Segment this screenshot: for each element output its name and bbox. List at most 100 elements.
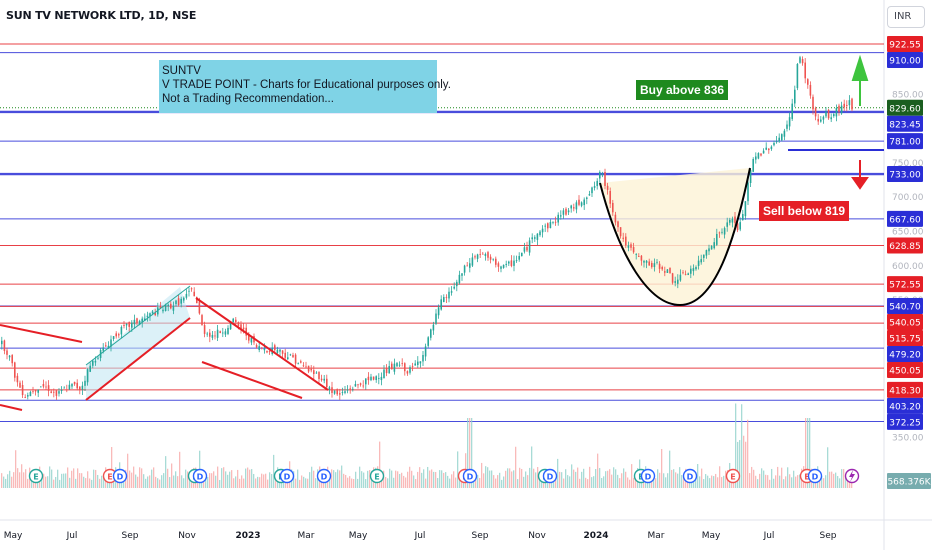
candle-body: [37, 389, 39, 393]
sell-annotation: Sell below 819: [759, 201, 850, 221]
volume-bar: [345, 474, 347, 488]
event-marker[interactable]: D: [279, 468, 295, 484]
candle-body: [133, 319, 136, 325]
candle-body: [827, 109, 830, 119]
price-level-badge: [887, 313, 923, 330]
event-marker[interactable]: D: [462, 468, 478, 484]
volume-bar: [73, 468, 75, 488]
volume-bar: [391, 470, 393, 488]
volume-bar: [677, 473, 679, 488]
volume-bar: [825, 475, 827, 488]
volume-bar: [135, 474, 137, 488]
currency-selector[interactable]: INR: [887, 6, 925, 28]
candle-body: [799, 57, 801, 63]
volume-bar: [217, 466, 219, 488]
candle-body: [778, 137, 780, 142]
volume-bar: [47, 476, 49, 488]
price-axis[interactable]: 350.00400.00450.00500.00550.00600.00650.…: [887, 36, 932, 489]
event-marker[interactable]: D: [112, 468, 128, 484]
volume-bar: [287, 478, 289, 488]
volume-bar: [381, 479, 383, 488]
event-marker[interactable]: D: [807, 468, 823, 484]
volume-bar: [155, 476, 157, 488]
candle-body: [674, 281, 676, 283]
event-marker[interactable]: D: [542, 468, 558, 484]
cup-curve: [599, 167, 751, 307]
time-axis[interactable]: May Jul Sep Nov 2023 Mar May Jul Sep Nov 2024 Mar Ma…: [4, 531, 837, 541]
event-marker[interactable]: D: [192, 468, 208, 484]
event-marker-ring: [112, 468, 128, 484]
volume-bar: [175, 471, 177, 488]
candle-body: [84, 380, 86, 386]
volume-bar: [223, 467, 225, 488]
volume-bar: [585, 477, 587, 488]
candle-body: [47, 385, 50, 391]
volume-bar: [605, 471, 607, 488]
volume-bar: [11, 476, 13, 488]
volume-bar: [405, 477, 407, 488]
candle-body: [679, 274, 682, 281]
volume-bar: [577, 467, 579, 488]
price-tick-label: 600.00: [892, 262, 924, 272]
candle-body: [229, 322, 232, 330]
volume-bar: [501, 479, 503, 488]
volume-bar: [805, 418, 807, 488]
candle-body: [677, 279, 679, 284]
volume-bar: [59, 479, 61, 488]
candle-body: [86, 369, 89, 383]
volume-bar: [707, 475, 709, 488]
event-markers[interactable]: EEDEDEDDEEDEDEDDEED: [28, 468, 860, 484]
volume-bar: [235, 476, 237, 488]
volume-bar: [711, 475, 713, 488]
candle-body: [588, 194, 591, 196]
candle-body: [814, 108, 817, 117]
candle-body: [547, 223, 549, 229]
event-marker[interactable]: E: [369, 468, 385, 484]
price-level-badge-label: 372.25: [889, 418, 921, 428]
candle-body: [656, 261, 658, 263]
candle-body: [471, 257, 474, 266]
candle-body: [742, 214, 744, 220]
event-marker[interactable]: E: [28, 468, 44, 484]
candle-body: [757, 153, 760, 159]
event-marker[interactable]: D: [682, 468, 698, 484]
event-marker[interactable]: D: [640, 468, 656, 484]
candle-body: [500, 266, 502, 269]
candle-body: [146, 315, 149, 317]
downtrend-line: [0, 324, 83, 343]
volume-bar: [697, 464, 699, 488]
candle-body: [755, 156, 757, 160]
time-tick-label: 2023: [235, 531, 260, 541]
disclaimer-note: SUNTV V TRADE POINT - Charts for Educati…: [159, 60, 451, 113]
candle-body: [248, 334, 250, 341]
candle-body: [749, 170, 752, 183]
volume-bar: [767, 475, 769, 488]
candle-body: [443, 297, 445, 302]
candle-body: [216, 329, 219, 338]
time-tick-label: Mar: [298, 531, 315, 541]
volume-bar: [735, 403, 737, 488]
trendline-drawings: [0, 54, 884, 411]
volume-bar: [209, 473, 211, 488]
candle-body: [565, 208, 567, 215]
volume-bar: [451, 474, 453, 488]
volume-bar: [67, 467, 69, 488]
price-level-badge: [887, 115, 923, 132]
volume-bar: [425, 478, 427, 488]
volume-bar: [213, 471, 215, 488]
volume-bar: [139, 467, 141, 488]
event-marker[interactable]: D: [316, 468, 332, 484]
volume-bar: [181, 475, 183, 488]
volume-bar: [271, 473, 273, 488]
candle-body: [531, 237, 533, 240]
candle-body: [398, 364, 401, 366]
candle-body: [713, 242, 715, 249]
volume-bar: [23, 472, 25, 488]
volume-bar: [111, 447, 113, 488]
candle-body: [164, 304, 167, 311]
volume-bar: [133, 466, 135, 488]
event-marker[interactable]: E: [725, 468, 741, 484]
volume-bar: [423, 469, 425, 488]
volume-bar: [699, 476, 701, 488]
